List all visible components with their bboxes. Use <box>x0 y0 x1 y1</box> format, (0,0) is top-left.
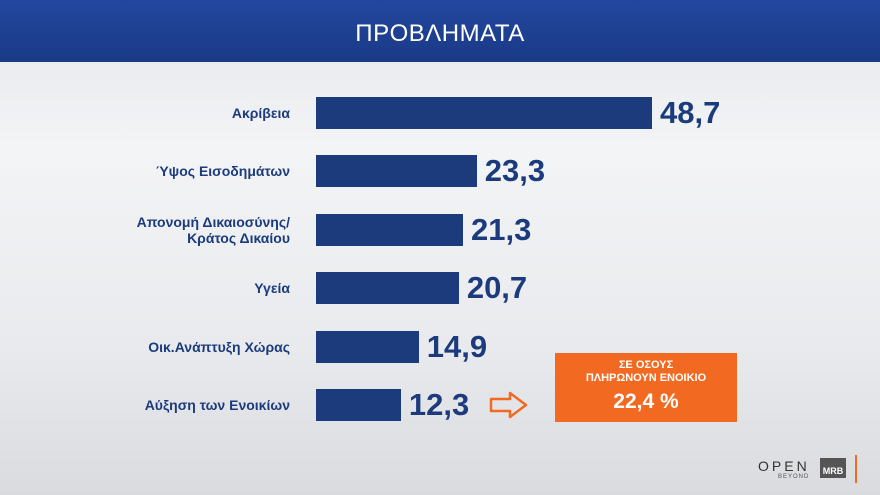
value-label: 23,3 <box>484 153 546 189</box>
category-label: Αύξηση των Ενοικίων <box>144 397 290 413</box>
arrow-icon <box>489 391 528 419</box>
callout-box: ΣΕ ΟΣΟΥΣ ΠΛΗΡΩΝΟΥΝ ΕΝΟΙΚΙΟ 22,4 % <box>555 353 737 422</box>
value-label: 14,9 <box>426 328 488 364</box>
header-bar <box>0 0 880 62</box>
callout-text: ΣΕ ΟΣΟΥΣ ΠΛΗΡΩΝΟΥΝ ΕΝΟΙΚΙΟ <box>585 359 707 384</box>
value-label: 48,7 <box>660 95 721 130</box>
bar <box>316 155 477 188</box>
bar <box>316 97 653 129</box>
category-label: Ακρίβεια <box>231 105 290 121</box>
bar <box>316 330 419 363</box>
bar <box>316 389 401 421</box>
logo-open: OPEN <box>758 458 810 474</box>
category-label: Οικ.Ανάπτυξη Χώρας <box>148 338 290 355</box>
chart-title: ΠΡΟΒΛΗΜΑΤΑ <box>355 20 525 47</box>
category-label: Απονομή Δικαιοσύνης/ Κράτος Δικαίου <box>136 213 290 246</box>
callout-value: 22,4 % <box>613 390 679 413</box>
bar <box>316 213 463 246</box>
category-label: Υγεία <box>254 280 290 297</box>
logo-divider <box>855 455 857 483</box>
logo-open-sub: BEYOND <box>778 474 810 480</box>
logo-mrb: MRB <box>820 458 846 478</box>
value-label: 21,3 <box>470 211 532 247</box>
value-label: 20,7 <box>466 270 528 306</box>
value-label: 12,3 <box>408 387 470 422</box>
bar <box>316 272 459 305</box>
category-label: Ύψος Εισοδημάτων <box>155 163 290 180</box>
